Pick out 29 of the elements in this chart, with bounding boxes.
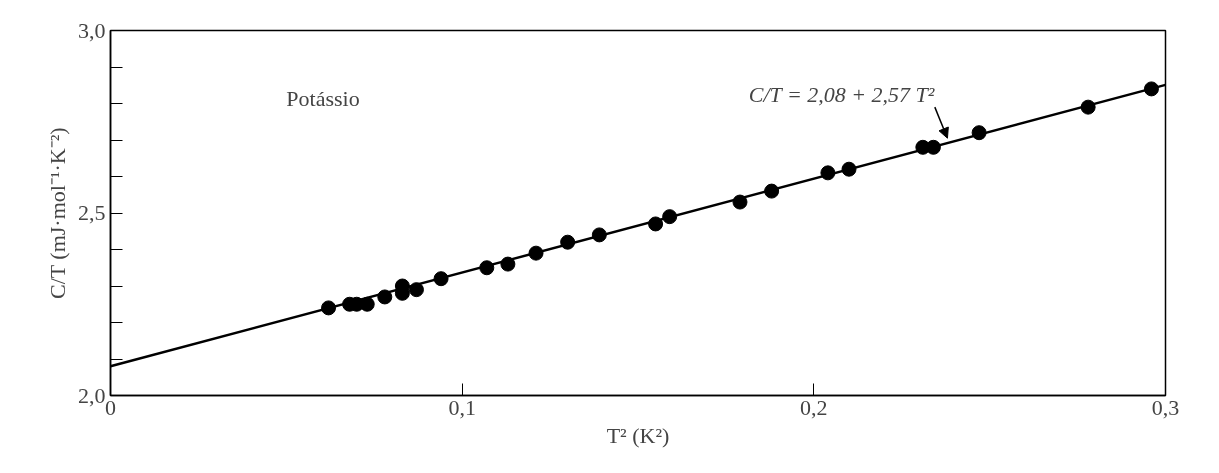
point	[500, 256, 516, 272]
y-tick-label: 2,5	[78, 200, 106, 225]
point	[528, 245, 544, 261]
point	[732, 194, 748, 210]
y-axis-title: C/T (mJ·mol⁻¹·K⁻²)	[45, 127, 70, 299]
point	[662, 209, 678, 225]
point	[820, 165, 836, 181]
point	[433, 271, 449, 287]
point	[591, 227, 607, 243]
point	[841, 161, 857, 177]
annotation: Potássio	[286, 85, 360, 111]
point	[321, 300, 337, 316]
point	[377, 289, 393, 305]
x-tick-label: 0,2	[800, 394, 828, 420]
x-tick-label: 0	[105, 394, 116, 420]
y-tick-label: 3,0	[78, 17, 106, 43]
annotation: C/T = 2,08 + 2,57 T²	[748, 82, 935, 108]
point	[1143, 81, 1159, 97]
point	[408, 282, 424, 298]
x-tick-label: 0,3	[1151, 394, 1180, 420]
point	[479, 260, 495, 276]
x-tick-label: 0,1	[448, 394, 476, 420]
point	[648, 216, 664, 232]
y-tick-label: 2,0	[78, 382, 106, 408]
point	[560, 234, 576, 250]
point	[764, 183, 780, 199]
point	[971, 125, 987, 141]
x-axis-title: T² (K²)	[606, 422, 670, 448]
point	[1080, 99, 1096, 115]
